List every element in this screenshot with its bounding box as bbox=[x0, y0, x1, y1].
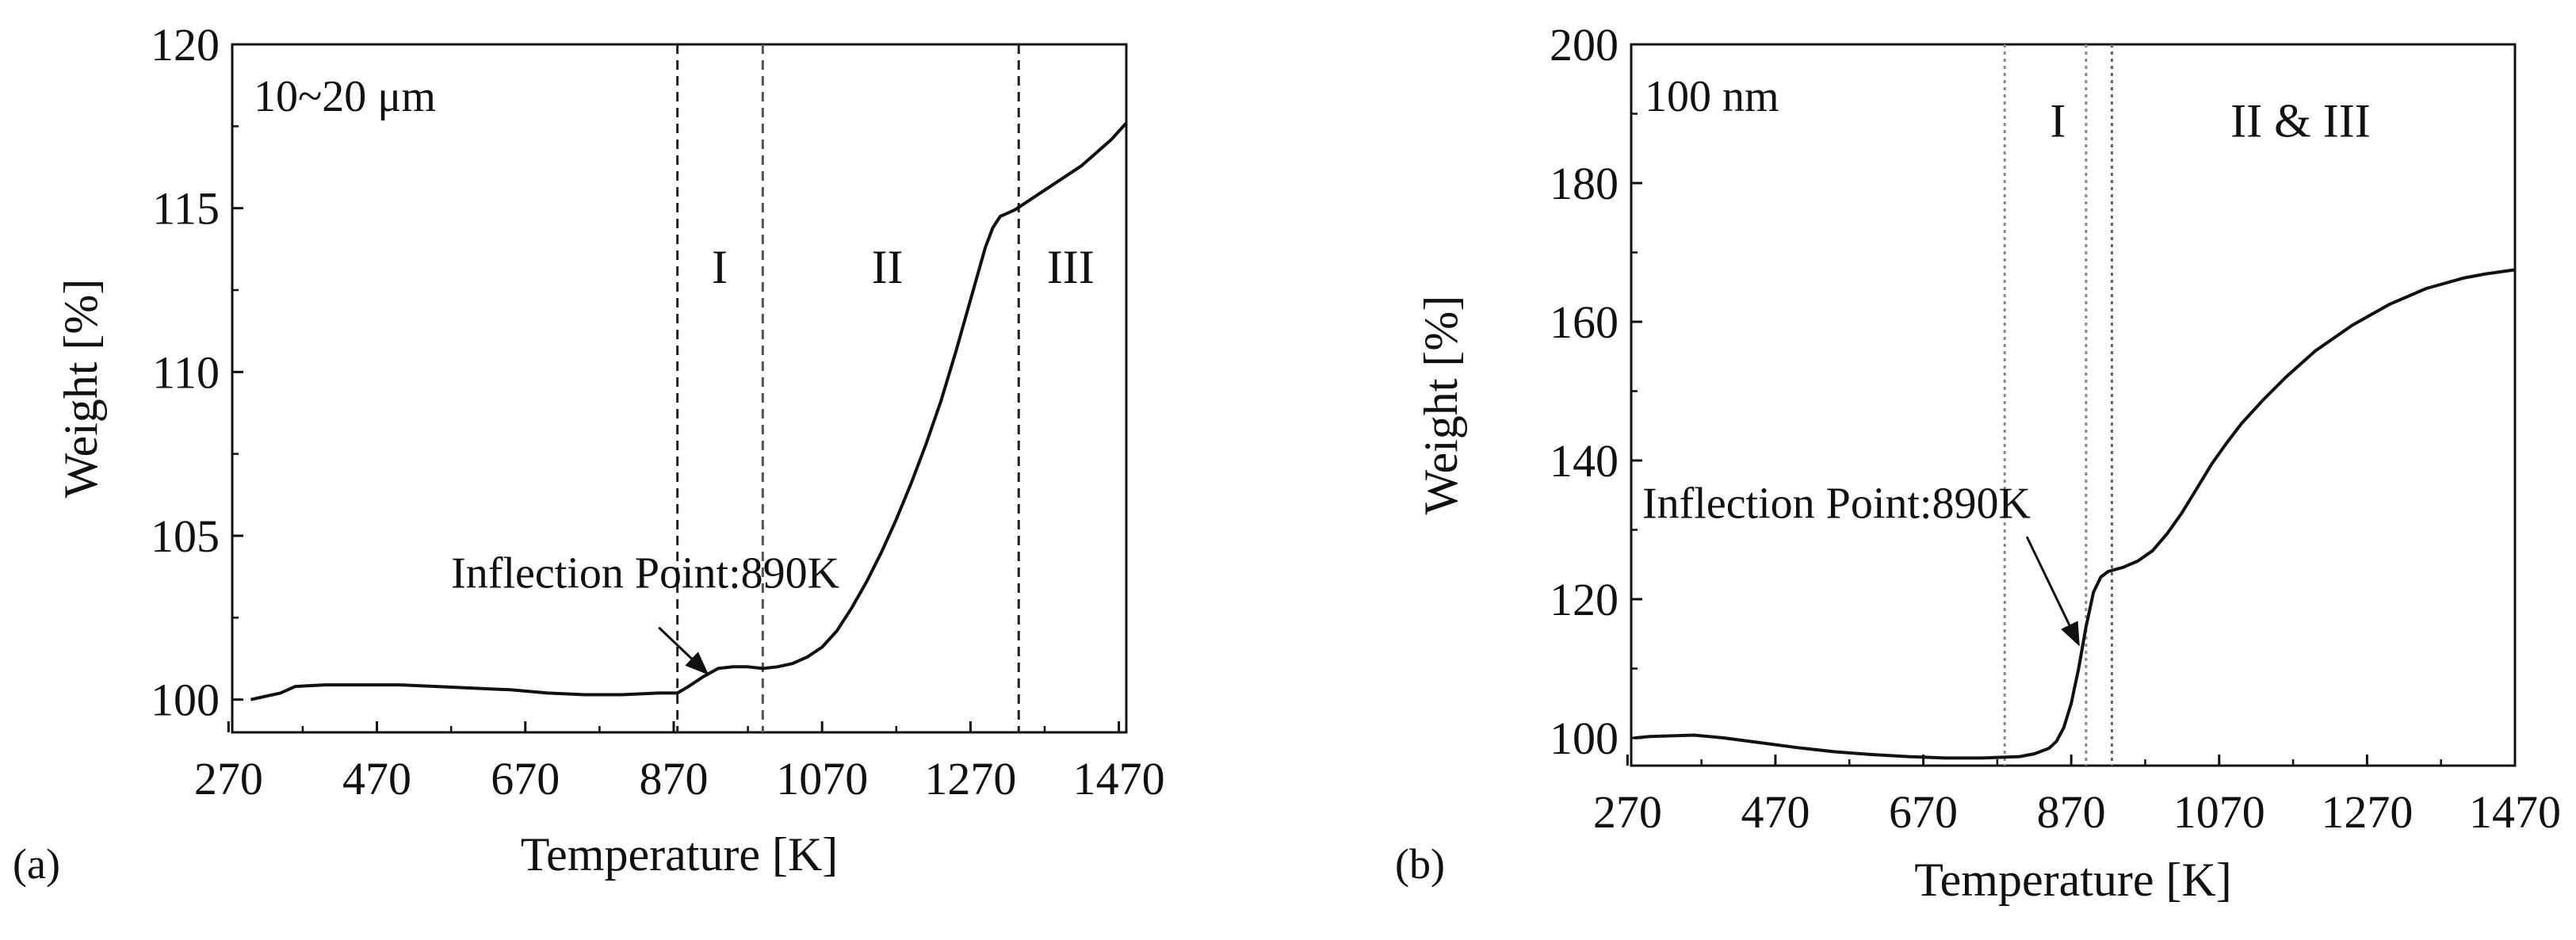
x-tick-label: 670 bbox=[1889, 786, 1958, 838]
inflection-annotation: Inflection Point:890K bbox=[451, 548, 839, 598]
series-line bbox=[250, 121, 1128, 701]
x-tick-label: 870 bbox=[2037, 786, 2106, 838]
y-tick-label: 140 bbox=[1550, 435, 1619, 487]
y-tick-label: 160 bbox=[1550, 296, 1619, 348]
y-tick-label: 100 bbox=[1550, 713, 1619, 764]
plot-frame bbox=[231, 43, 1128, 734]
x-tick-label: 1270 bbox=[924, 753, 1016, 804]
plot-frame bbox=[1630, 43, 2517, 767]
sample-size-label: 10~20 μm bbox=[254, 72, 436, 121]
x-tick-label: 1070 bbox=[776, 753, 868, 804]
y-tick-label: 100 bbox=[151, 674, 220, 726]
region-label: I bbox=[712, 241, 728, 293]
sample-size-label: 100 nm bbox=[1645, 72, 1779, 121]
y-tick-label: 120 bbox=[1550, 574, 1619, 625]
x-tick-label: 1470 bbox=[2469, 786, 2561, 838]
x-tick-label: 470 bbox=[342, 753, 411, 804]
region-label: II bbox=[872, 241, 904, 293]
x-tick-label: 270 bbox=[1593, 786, 1662, 838]
y-axis-title: Weight [%] bbox=[55, 279, 107, 499]
chart-panel-a: 270 470 670 870 1070 1270 1470 100 105 110 115 120 I… bbox=[13, 19, 1165, 888]
x-axis-title: Temperature [K] bbox=[1914, 854, 2232, 906]
y-tick-label: 115 bbox=[152, 183, 220, 235]
panel-tag: (b) bbox=[1395, 840, 1445, 888]
region-label: II & III bbox=[2230, 94, 2371, 147]
region-label: I bbox=[2050, 94, 2066, 147]
y-tick-label: 105 bbox=[151, 510, 220, 562]
y-tick-label: 200 bbox=[1550, 19, 1619, 71]
x-tick-label: 1270 bbox=[2321, 786, 2413, 838]
x-tick-label: 470 bbox=[1741, 786, 1810, 838]
y-tick-label: 180 bbox=[1550, 158, 1619, 209]
region-label: III bbox=[1047, 241, 1095, 293]
panel-tag: (a) bbox=[13, 840, 60, 888]
chart-panel-b: 270 470 670 870 1070 1270 1470 100 120 140 160 180 2… bbox=[1395, 19, 2561, 906]
x-tick-label: 870 bbox=[639, 753, 708, 804]
y-axis-title: Weight [%] bbox=[1415, 296, 1467, 515]
x-tick-label: 1070 bbox=[2173, 786, 2265, 838]
x-axis-title: Temperature [K] bbox=[521, 828, 839, 881]
annotation-arrow bbox=[658, 626, 709, 675]
series-line bbox=[1634, 268, 2516, 760]
y-tick-label: 110 bbox=[152, 346, 220, 398]
y-tick-label: 120 bbox=[151, 19, 220, 71]
annotation-arrow bbox=[2025, 536, 2080, 647]
x-tick-label: 1470 bbox=[1073, 753, 1165, 804]
x-tick-label: 670 bbox=[491, 753, 560, 804]
inflection-annotation: Inflection Point:890K bbox=[1642, 480, 2031, 529]
x-tick-label: 270 bbox=[194, 753, 263, 804]
